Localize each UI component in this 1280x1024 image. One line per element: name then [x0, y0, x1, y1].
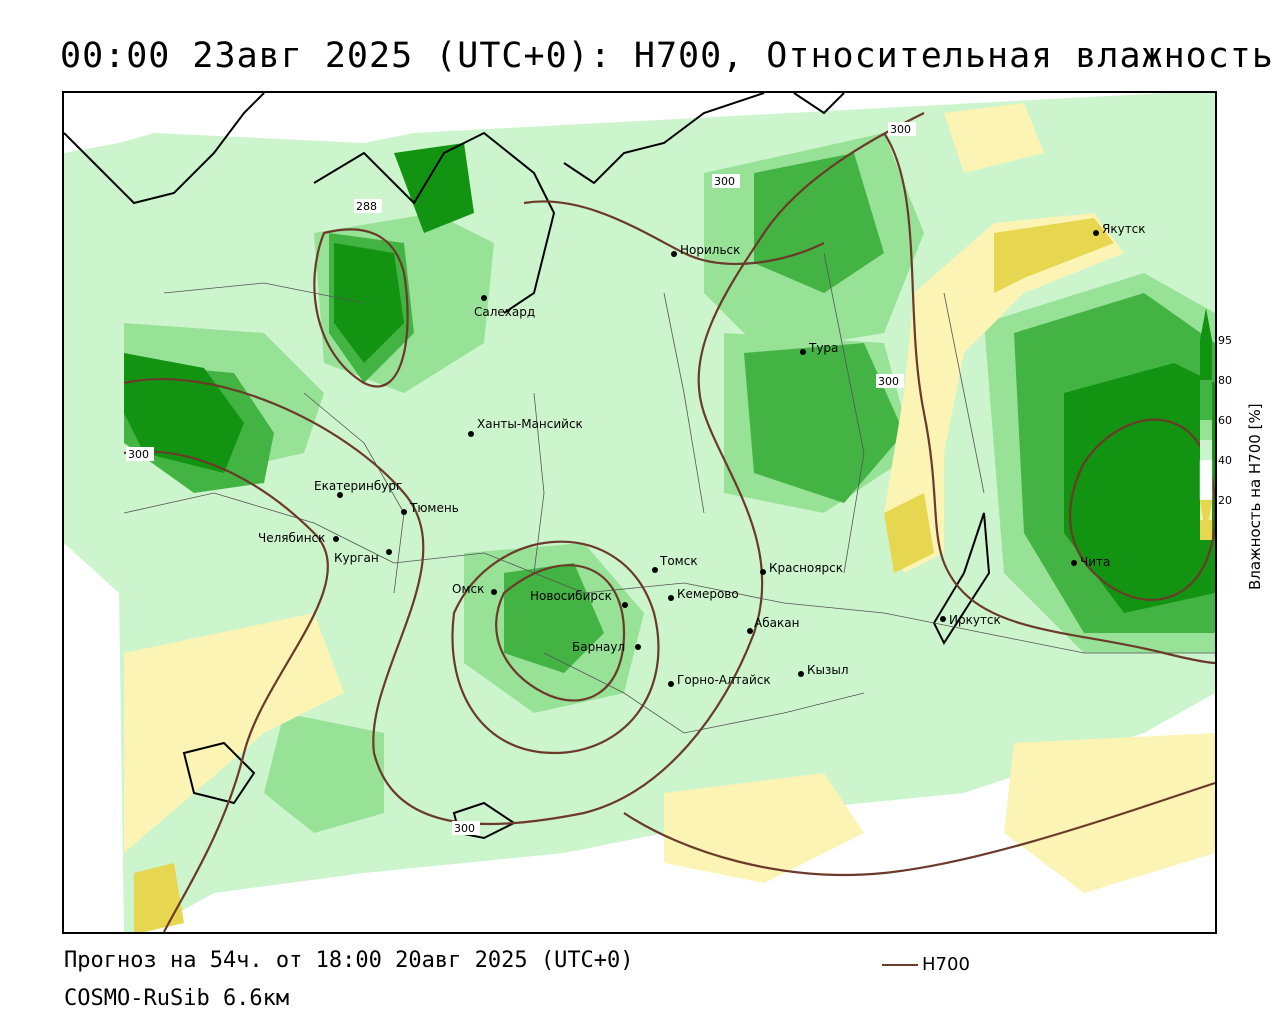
contour-label: 300	[890, 123, 911, 136]
city-label: Горно-Алтайск	[677, 673, 771, 687]
rh-20-area-southwest	[134, 863, 184, 932]
baikal-outline	[932, 512, 991, 646]
city-label: Якутск	[1102, 222, 1146, 236]
city-label: Ханты-Мансийск	[477, 417, 583, 431]
forecast-caption: Прогноз на 54ч. от 18:00 20авг 2025 (UTC…	[64, 948, 634, 973]
city-dot	[1071, 560, 1077, 566]
rh-70-area-south	[264, 713, 384, 833]
rh-30-area-northeast	[944, 103, 1044, 173]
city-label: Омск	[452, 582, 484, 596]
city-dot	[652, 567, 658, 573]
city-label: Барнаул	[572, 640, 625, 654]
rh-95-area-salekhard	[334, 243, 404, 363]
contour-300-east	[883, 132, 1215, 665]
legend-tick: 60	[1218, 414, 1232, 427]
city-dot	[940, 616, 946, 622]
city-dot	[800, 349, 806, 355]
contour-low-outer	[451, 540, 660, 755]
city-dot	[668, 681, 674, 687]
legend-swatch-95	[1200, 340, 1212, 380]
caspian-outline	[182, 741, 256, 805]
coastline	[64, 93, 991, 840]
city-dot	[671, 251, 677, 257]
contour-line-label: H700	[922, 954, 970, 975]
humidity-legend: 95 80 60 40 20	[1199, 308, 1232, 540]
legend-swatch-80	[1200, 380, 1212, 420]
contour-label: 300	[454, 822, 475, 835]
legend-tick: 80	[1218, 374, 1232, 387]
city-dot	[481, 295, 487, 301]
contour-line-swatch	[882, 964, 918, 966]
map-title: 00:00 23авг 2025 (UTC+0): H700, Относите…	[60, 36, 1274, 76]
legend-arrow-bottom	[1200, 500, 1212, 540]
city-dot	[622, 602, 628, 608]
city-label: Курган	[334, 551, 379, 565]
city-dot	[401, 509, 407, 515]
rh-20-area-baikal	[884, 493, 934, 573]
city-label: Иркутск	[949, 613, 1001, 627]
rh-30-area-east	[884, 213, 1124, 573]
contour-chita	[1069, 418, 1215, 601]
city-label: Кызыл	[807, 663, 849, 677]
rh-30-area-southwest	[124, 613, 344, 853]
contour-label: 300	[128, 448, 149, 461]
h700-contours	[123, 112, 1215, 932]
city-dot	[386, 549, 392, 555]
rh-80-area-tura	[744, 343, 904, 503]
city-dot	[760, 569, 766, 575]
legend-tick: 40	[1218, 454, 1232, 467]
city-dot	[668, 595, 674, 601]
city-dot	[468, 431, 474, 437]
city-dot	[798, 671, 804, 677]
cities: Якутск Норильск Салехард Тура Ханты-Манс…	[258, 222, 1146, 687]
rh-95-area-yamal	[394, 143, 474, 233]
city-dot	[1093, 230, 1099, 236]
rh-80-area-novosibirsk	[504, 563, 604, 673]
city-label: Новосибирск	[530, 589, 612, 603]
rh-30-area-southeast	[1004, 733, 1215, 893]
legend-swatch-40	[1199, 459, 1213, 501]
city-label: Челябинск	[258, 531, 325, 545]
city-label: Екатеринбург	[314, 479, 402, 493]
city-dot	[333, 536, 339, 542]
legend-tick: 95	[1218, 334, 1232, 347]
legend-swatch-60	[1200, 440, 1212, 460]
legend-swatch-70	[1200, 420, 1212, 440]
city-dot	[491, 589, 497, 595]
city-label: Томск	[659, 554, 698, 568]
legend-arrow-top	[1200, 308, 1212, 340]
city-label: Чита	[1080, 555, 1110, 569]
city-label: Абакан	[754, 616, 799, 630]
city-dot	[337, 492, 343, 498]
legend-tick: 20	[1218, 494, 1232, 507]
contour-300-main	[123, 112, 925, 826]
humidity-map: 288 300 300 300 300 300 Якутск Норильск …	[64, 93, 1215, 932]
city-label: Тюмень	[409, 501, 459, 515]
contour-label: 300	[714, 175, 735, 188]
city-label: Салехард	[474, 305, 535, 319]
contour-300-west	[123, 450, 329, 932]
contour-north	[523, 200, 825, 266]
city-label: Тура	[808, 341, 838, 355]
city-label: Норильск	[680, 243, 740, 257]
contour-labels: 288 300 300 300 300 300	[126, 122, 916, 835]
contour-288	[313, 228, 409, 388]
city-dot	[635, 644, 641, 650]
map-panel: 288 300 300 300 300 300 Якутск Норильск …	[62, 91, 1217, 934]
rh-95-area-west	[124, 353, 244, 473]
contour-label: 300	[878, 375, 899, 388]
city-label: Кемерово	[677, 587, 739, 601]
contour-low-inner	[495, 564, 626, 702]
contour-south	[623, 781, 1215, 877]
city-dot	[747, 628, 753, 634]
contour-line-legend: H700	[882, 954, 970, 975]
city-label: Красноярск	[769, 561, 843, 575]
model-caption: COSMO-RuSib 6.6км	[64, 986, 290, 1011]
rh-20-area-yakutsk	[994, 218, 1114, 293]
contour-label: 288	[356, 200, 377, 213]
legend-title: Влажность на H700 [%]	[1246, 403, 1264, 590]
